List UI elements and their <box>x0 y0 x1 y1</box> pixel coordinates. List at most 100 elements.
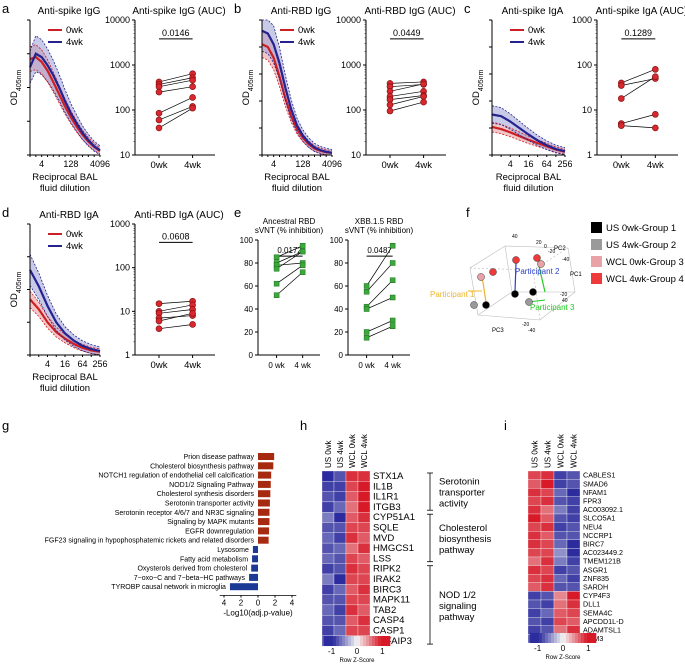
data-point-4wk <box>652 73 659 80</box>
heatmap-cell <box>357 563 371 575</box>
y-tick-label: 100 <box>115 263 130 273</box>
pca-point-us0 <box>529 288 537 296</box>
x-axis-title: Reciprocal BAL <box>264 172 329 183</box>
heatmap-cell <box>553 556 568 566</box>
x-tick-label: 4 <box>222 599 227 608</box>
x-tick-label: 4 <box>39 159 44 169</box>
pair-line <box>158 312 193 322</box>
heatmap-cell <box>321 542 335 554</box>
heatmap-cell <box>540 599 555 609</box>
data-point-4wk <box>420 93 427 100</box>
bar-label: Cholesterol biosynthesis pathway <box>150 463 254 470</box>
y-tick-label: 10 <box>351 150 361 160</box>
pca-legend-swatch-wcl0 <box>591 256 602 267</box>
heatmap-cell <box>540 617 555 626</box>
heatmap-cell <box>333 615 347 626</box>
heatmap-cell <box>527 505 542 515</box>
heatmap-cell <box>333 553 347 564</box>
data-point-4wk <box>420 80 427 88</box>
colorbar-tick-label: 0 <box>355 647 360 656</box>
x-tick-label: 256 <box>557 159 572 169</box>
heatmap-cell <box>566 599 581 609</box>
bar-label: Signaling by MAPK mutants <box>167 519 254 526</box>
colorbar-segment <box>569 633 573 643</box>
heatmap-cell <box>357 512 371 523</box>
data-point-4wk <box>299 248 306 255</box>
heatmap-cell <box>321 573 335 585</box>
heatmap-cell <box>527 591 542 601</box>
heatmap-cell <box>527 608 542 618</box>
heatmap-cell <box>345 625 359 636</box>
band-edge-upper <box>29 254 101 348</box>
heatmap-cell <box>553 513 568 523</box>
pair-line <box>158 79 193 88</box>
pca-cube-edge <box>532 247 569 271</box>
data-point-4wk <box>299 262 306 269</box>
pca-legend-swatch-us4 <box>591 239 602 250</box>
x-tick-label: 2 <box>239 599 244 608</box>
colorbar-segment <box>357 636 361 646</box>
legend-label-4wk: 4wk <box>66 241 83 252</box>
heatmap-cell <box>553 548 568 558</box>
heatmap-cell <box>553 582 568 592</box>
pca-tick: -40 <box>562 257 569 263</box>
bar-down <box>252 546 258 553</box>
data-point-4wk <box>189 83 196 90</box>
data-point-4wk <box>189 321 196 328</box>
data-point-4wk <box>389 243 396 249</box>
panel-letter-d: d <box>2 205 9 220</box>
colorbar-segment <box>575 633 579 643</box>
data-point-0wk <box>617 82 625 89</box>
x-axis-title: fluid dilution <box>503 183 553 194</box>
heatmap-cell <box>540 574 555 583</box>
heatmap-row-label: CABLES1 <box>583 471 615 480</box>
bar-up <box>258 527 270 535</box>
bar-up <box>258 462 274 470</box>
heatmap-row-label: RIPK2 <box>373 564 401 575</box>
bar-label: EGFR downregulation <box>185 528 254 535</box>
y-tick-label: 1000 <box>341 60 361 70</box>
x-tick-label: 0 <box>256 599 261 608</box>
pair-line <box>158 77 193 85</box>
colorbar-segment <box>348 636 352 646</box>
y-tick-label: 20 <box>334 328 343 337</box>
heatmap-cell <box>321 501 335 513</box>
y-tick-label: 80 <box>244 259 253 268</box>
colorbar-segment <box>542 633 546 643</box>
pca-point-us4 <box>470 301 478 309</box>
heatmap-row-label: NEU4 <box>583 522 602 531</box>
band-edge-lower <box>29 69 101 155</box>
heatmap-cell <box>566 574 581 583</box>
colorbar-segment <box>557 633 561 643</box>
pca-cube-edge <box>469 267 534 271</box>
bar-label: TYROBP causal network in microglia <box>111 584 226 591</box>
colorbar-segment <box>330 636 334 646</box>
panel-letter-a: a <box>2 1 10 16</box>
heatmap-row-label: IL1B <box>373 481 393 492</box>
x-tick-label: 0wk <box>613 160 630 171</box>
colorbar-segment <box>563 633 567 643</box>
heatmap-cell <box>357 491 371 503</box>
x-tick-label: 16 <box>60 359 70 369</box>
heatmap-cell <box>333 501 347 513</box>
pair-line <box>158 106 193 121</box>
data-point-4wk <box>189 104 196 112</box>
heatmap-cell <box>333 481 347 492</box>
bar-label: Serotonin transporter activity <box>165 501 255 508</box>
y-tick-label: 80 <box>334 259 343 268</box>
bar-label: Cholesterol synthesis disorders <box>157 491 255 498</box>
colorbar-segment <box>554 633 558 643</box>
pca-legend-wcl4: WCL 4wk-Group 4 <box>606 274 684 285</box>
pair-line <box>366 280 393 307</box>
heatmap-cell <box>540 522 555 532</box>
heatmap-cell <box>527 479 542 489</box>
pair-line <box>276 251 303 264</box>
heatmap-cell <box>527 565 542 575</box>
colorbar-segment <box>324 636 328 646</box>
heatmap-cell <box>527 496 542 506</box>
x-tick-label: 0 wk <box>358 361 375 370</box>
pca-axis-ticks: 20 0 -20 -40 40 -20 40 -20 -40 <box>512 234 569 334</box>
pca-point-us0 <box>511 290 519 298</box>
heatmap-cell <box>321 470 335 482</box>
